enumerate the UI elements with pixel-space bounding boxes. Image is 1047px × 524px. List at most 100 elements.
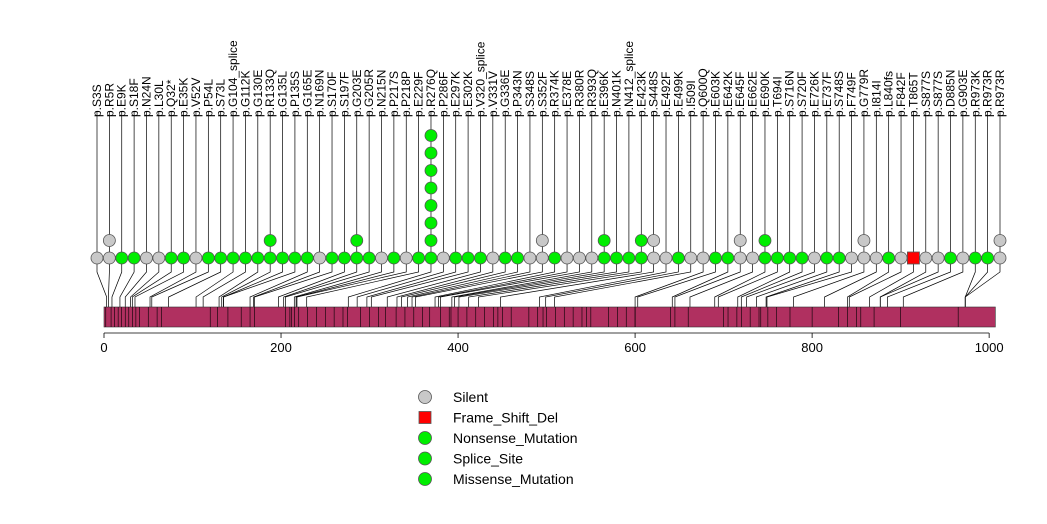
- mutation-label: p.R276Q: [424, 69, 438, 117]
- mutation-label: p.E396K: [597, 71, 611, 117]
- mutation-label: p.S348S: [523, 71, 537, 117]
- mutation-label: p.P135S: [288, 71, 302, 117]
- x-tick-label: 400: [447, 340, 469, 355]
- mutation-label: p.R973R: [993, 69, 1007, 117]
- mutation-label: p.E378E: [560, 71, 574, 117]
- position-connector: [793, 264, 865, 307]
- position-connector: [714, 264, 766, 307]
- mutation-label: p.G205R: [362, 69, 376, 117]
- mutation-head: [721, 251, 735, 265]
- position-connector: [386, 264, 481, 307]
- position-connector: [124, 264, 147, 307]
- position-connector: [283, 264, 358, 307]
- position-connector: [634, 264, 704, 307]
- position-connector: [879, 264, 939, 307]
- mutation-head: [845, 251, 858, 265]
- mutation-head: [758, 234, 772, 247]
- mutation-head: [449, 251, 463, 265]
- mutation-label: p.G135L: [276, 71, 290, 117]
- mutation-label: p.V320_splice: [473, 41, 487, 117]
- mutation-label: p.P343N: [511, 70, 525, 117]
- mutation-label: p.G112K: [238, 71, 252, 117]
- position-connector: [434, 264, 556, 307]
- legend-label: Frame_Shift_Del: [453, 410, 558, 426]
- mutation-head: [944, 251, 957, 265]
- position-connector: [902, 264, 964, 307]
- mutation-head: [993, 251, 1007, 265]
- mutation-head: [956, 251, 970, 265]
- mutation-head: [424, 216, 438, 230]
- x-tick-label: 0: [100, 340, 107, 355]
- mutation-head: [424, 181, 438, 195]
- mutation-head: [498, 251, 512, 265]
- mutation-head: [535, 251, 549, 265]
- mutation-label: p.G104_splice: [226, 40, 240, 117]
- mutation-head: [820, 251, 834, 265]
- mutation-label: p.G779R: [857, 69, 871, 117]
- position-connector: [545, 264, 679, 307]
- mutation-head: [696, 251, 710, 265]
- legend: Silent Frame_Shift_Del Nonsense_Mutation Sp…: [418, 389, 578, 487]
- x-tick-label: 800: [801, 340, 823, 355]
- x-tick-label: 1000: [975, 340, 1004, 355]
- mutation-label: p.E302K: [461, 71, 475, 117]
- mutation-head: [177, 251, 190, 265]
- mutation-head: [857, 234, 871, 247]
- mutation-label: p.S18F: [127, 78, 141, 117]
- mutation-head: [931, 251, 945, 265]
- position-connector: [295, 264, 395, 307]
- mutation-head: [511, 251, 524, 265]
- mutation-labels: p.S3Sp.R5Rp.E9Kp.S18Fp.N24Np.L30Lp.Q32*p…: [90, 40, 1007, 117]
- mutation-label: p.R973K: [968, 70, 982, 117]
- position-connector: [740, 264, 803, 307]
- mutation-label: p.R5R: [102, 83, 116, 117]
- position-connector: [674, 264, 741, 307]
- mutation-head: [325, 251, 339, 265]
- position-connector: [130, 264, 160, 307]
- mutation-head: [300, 251, 314, 265]
- position-connector: [454, 264, 605, 307]
- position-connector: [478, 264, 642, 307]
- mutation-label: p.P217S: [387, 71, 401, 117]
- mutation-head: [535, 234, 549, 247]
- position-connector: [766, 264, 852, 307]
- x-axis: 0 200 400 600 800 1000: [100, 332, 1004, 355]
- mutation-label: p.I814I: [869, 80, 883, 117]
- mutation-label: p.E603K: [708, 71, 722, 117]
- mutation-label: p.R380R: [572, 69, 586, 117]
- position-connector: [554, 264, 692, 307]
- mutation-head: [276, 251, 289, 265]
- mutation-label: p.E9K: [115, 84, 129, 117]
- mutation-head: [424, 129, 438, 142]
- mutation-head: [548, 251, 562, 265]
- mutation-head: [523, 251, 537, 265]
- position-connector: [278, 264, 345, 307]
- position-connector: [848, 264, 902, 307]
- mutation-label: p.P218P: [399, 71, 413, 117]
- lollipop-heads: [90, 129, 1007, 265]
- mutation-label: p.P286F: [436, 72, 450, 117]
- legend-swatch: [418, 390, 432, 404]
- position-connector: [293, 264, 382, 307]
- mutation-head: [647, 234, 661, 247]
- position-connector: [151, 264, 209, 307]
- x-tick-label: 200: [270, 340, 292, 355]
- mutation-head: [263, 251, 277, 265]
- position-connector: [637, 264, 716, 307]
- protein-bar: [103, 306, 996, 328]
- position-connector: [415, 264, 543, 307]
- position-connector: [96, 264, 108, 307]
- mutation-label: p.E35K: [177, 78, 191, 117]
- mutation-head: [474, 251, 487, 265]
- mutation-head: [115, 251, 129, 265]
- position-connector: [149, 264, 197, 307]
- mutation-label: p.E726K: [807, 71, 821, 117]
- mutation-head: [350, 234, 364, 247]
- mutation-label: p.F842F: [894, 72, 908, 117]
- mutation-head: [239, 251, 252, 265]
- mutation-head: [783, 251, 797, 265]
- position-connector: [285, 264, 370, 307]
- mutation-head: [709, 251, 722, 265]
- position-connector: [964, 264, 1001, 307]
